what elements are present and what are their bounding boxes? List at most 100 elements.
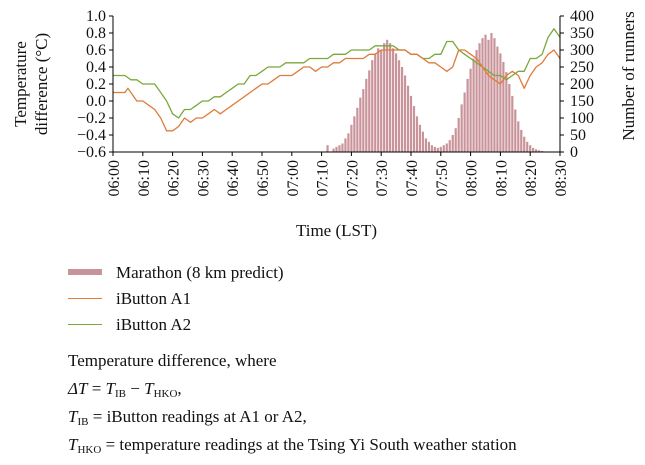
runner-bar [496, 46, 499, 152]
runner-bar [478, 43, 481, 153]
runner-bar [406, 85, 410, 152]
runner-bar [392, 48, 395, 152]
runner-bar [481, 38, 484, 152]
y-left-tick-label: 0.8 [86, 25, 106, 42]
runner-bar [350, 124, 353, 152]
runner-bar [409, 95, 413, 152]
runner-bar [338, 145, 341, 152]
y-right-tick-label: 400 [570, 8, 594, 25]
x-axis-label: Time (LST) [296, 221, 377, 240]
legend-swatch-marathon [68, 269, 102, 275]
y-left-label-line2: difference (°C) [32, 33, 51, 135]
runner-bar [442, 145, 445, 152]
runner-bar [380, 50, 383, 152]
runner-bar [457, 118, 460, 152]
runner-bar [424, 138, 427, 152]
series-line-a1 [113, 49, 561, 132]
notes: Temperature difference, where ΔT = TIB −… [68, 347, 517, 459]
y-left-tick-label: 0.2 [86, 76, 106, 93]
runner-bar [415, 116, 419, 152]
runner-bar [451, 135, 454, 152]
x-tick-label: 06:20 [166, 160, 183, 196]
runner-bar [368, 70, 371, 152]
y-left-tick-label: 1.0 [86, 8, 106, 25]
runner-bar [514, 109, 517, 152]
runner-bar [397, 60, 401, 153]
runner-bar [520, 129, 523, 152]
runner-bar [400, 67, 404, 152]
runner-bar [341, 143, 344, 152]
runner-bar [511, 95, 514, 152]
runner-bar [472, 58, 475, 152]
runner-bar [535, 149, 538, 152]
runner-bar [412, 106, 416, 152]
runner-bar [475, 50, 478, 152]
runner-bar [383, 43, 386, 153]
runner-bar [374, 53, 377, 152]
runner-bar [463, 92, 466, 152]
series-line-a2 [113, 28, 561, 119]
y-left-tick-label: −0.2 [77, 110, 106, 127]
x-tick-label: 06:40 [225, 160, 242, 196]
y-left-tick-label: 0.0 [86, 93, 106, 110]
y-left-tick-label: −0.6 [77, 144, 106, 161]
runner-bar [439, 146, 442, 152]
note-line-4: THKO = temperature readings at the Tsing… [68, 435, 517, 456]
runner-bar [529, 145, 532, 152]
runner-bar [347, 133, 350, 152]
x-tick-label: 08:30 [553, 160, 570, 196]
runner-bar [335, 146, 338, 152]
y-left-tick-label: −0.4 [77, 127, 106, 144]
runner-bar [371, 60, 374, 153]
legend-label-marathon: Marathon (8 km predict) [116, 263, 284, 282]
runner-bar [389, 43, 392, 153]
runner-bar [493, 38, 496, 152]
y-right-tick-label: 200 [570, 76, 594, 93]
runner-bar [508, 84, 511, 152]
y-right-tick-label: 100 [570, 110, 594, 127]
x-tick-label: 06:30 [195, 160, 212, 196]
x-tick-label: 06:10 [136, 160, 153, 196]
runner-bar [517, 121, 520, 152]
y-right-tick-label: 150 [570, 93, 594, 110]
y-right-tick-label: 0 [570, 144, 578, 161]
y-right-tick-label: 250 [570, 59, 594, 76]
runner-bar [499, 53, 502, 152]
x-tick-label: 07:50 [434, 160, 451, 196]
note-line-2: ΔT = TIB − THKO, [68, 379, 182, 400]
x-tick-label: 06:00 [106, 160, 123, 196]
y-right-tick-label: 350 [570, 25, 594, 42]
runner-bar [454, 128, 457, 152]
runner-bar [469, 68, 472, 152]
y-left-tick-label: 0.4 [86, 59, 106, 76]
runner-bar [541, 150, 544, 152]
runner-bar [353, 116, 356, 152]
x-tick-label: 08:20 [523, 160, 540, 196]
legend-swatch-a2 [68, 324, 102, 325]
y-right-tick-label: 300 [570, 42, 594, 59]
runner-bar [365, 78, 368, 152]
runner-bar [403, 75, 407, 152]
note-line-1: Temperature difference, where [68, 351, 277, 370]
runner-bar [427, 141, 430, 152]
runner-bar [362, 89, 365, 152]
runner-bar [395, 53, 398, 152]
x-tick-label: 07:10 [315, 160, 332, 196]
runner-bar [505, 72, 508, 152]
runner-bar [418, 124, 422, 152]
runner-bar [436, 147, 439, 152]
runner-bar [538, 150, 541, 152]
runner-bar [448, 140, 451, 152]
y-left-tick-label: 0.6 [86, 42, 106, 59]
x-tick-label: 07:30 [374, 160, 391, 196]
runner-bar [466, 78, 469, 152]
runner-bar [490, 33, 493, 152]
x-tick-label: 06:50 [255, 160, 272, 196]
chart-svg: 1.00.80.60.40.20.0−0.2−0.4−0.64003503002… [11, 8, 638, 240]
runner-bar [487, 39, 490, 152]
x-tick-label: 08:00 [464, 160, 481, 196]
runner-bar [386, 39, 389, 152]
x-tick-label: 07:40 [404, 160, 421, 196]
legend-swatch-a1 [68, 298, 102, 299]
runner-bar [421, 131, 425, 152]
